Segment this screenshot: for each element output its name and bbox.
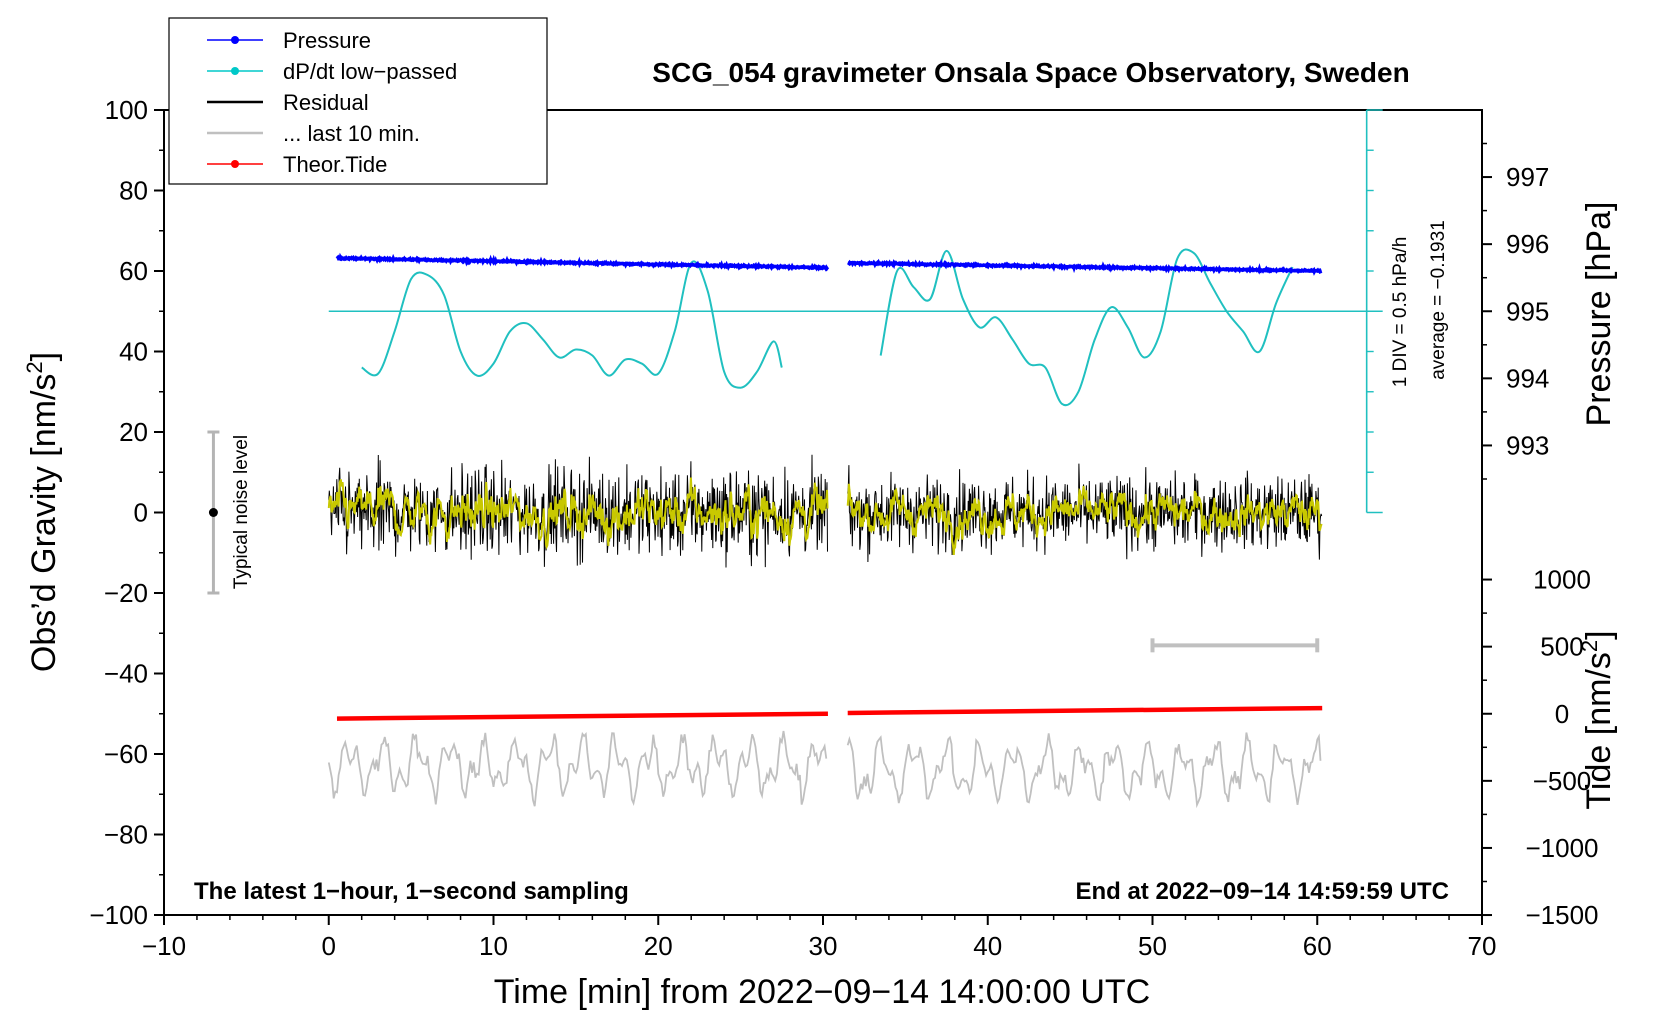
bottom-left-note: The latest 1−hour, 1−second sampling: [194, 878, 629, 905]
y-tick-label: −20: [104, 578, 148, 608]
noise-bar-center-dot: [208, 508, 218, 517]
pressure-tick-label: 993: [1506, 430, 1549, 460]
y-tick-label: 80: [119, 176, 148, 206]
x-axis-title: Time [min] from 2022−09−14 14:00:00 UTC: [494, 973, 1150, 1011]
y-tick-label: 100: [105, 95, 148, 125]
y-axis-title-left: Obs’d Gravity [nm/s2]: [22, 352, 63, 672]
y-tick-label: −100: [89, 900, 148, 930]
x-tick-label: −10: [142, 931, 186, 961]
legend-label: ... last 10 min.: [283, 121, 420, 146]
pressure-tick-label: 997: [1506, 162, 1549, 192]
y-tick-label: 60: [119, 256, 148, 286]
dpdt-series-line: [879, 248, 1294, 407]
x-tick-label: 30: [809, 931, 838, 961]
legend-label: Residual: [283, 90, 369, 115]
legend: Pressure dP/dt low−passed Residual ... last…: [168, 17, 548, 185]
y-axis-title-tide: Tide [nm/s2]: [1577, 630, 1618, 809]
tide-series-line: [847, 705, 1323, 716]
legend-marker: [231, 67, 239, 75]
bottom-right-note: End at 2022−09−14 14:59:59 UTC: [1075, 878, 1449, 905]
tide-tick-label: −1000: [1525, 833, 1598, 863]
y-tick-label: 20: [119, 417, 148, 447]
legend-label: Theor.Tide: [283, 152, 387, 177]
residual-series-line: [847, 463, 1323, 563]
y-axis-title-pressure: Pressure [hPa]: [1580, 202, 1618, 427]
tide-tick-label: −1500: [1525, 900, 1598, 930]
noise-level-label: Typical noise level: [231, 435, 252, 589]
y-tick-label: 0: [134, 498, 148, 528]
dpdt-series-line: [361, 260, 783, 389]
tide-series-line: [336, 711, 828, 721]
chart-title: SCG_054 gravimeter Onsala Space Observat…: [652, 57, 1409, 88]
y-axis-title-left-close: ]: [25, 352, 63, 361]
tide-tick-label: 0: [1555, 699, 1569, 729]
y-axis-title-left-main: Obs’d Gravity [nm/s: [25, 374, 63, 673]
pressure-tick-label: 994: [1506, 363, 1549, 393]
y-tick-label: −80: [104, 820, 148, 850]
y-tick-label: −60: [104, 739, 148, 769]
y-axis-title-tide-close: ]: [1580, 630, 1618, 639]
pressure-series-line: [847, 258, 1323, 276]
pressure-tick-label: 996: [1506, 229, 1549, 259]
annotation-layer: [207, 109, 1383, 653]
tide-tick-label: −500: [1533, 766, 1592, 796]
y-tick-label: −40: [104, 659, 148, 689]
residual-smoothed-line: [327, 477, 829, 550]
tide-tick-label: 1000: [1533, 565, 1591, 595]
legend-marker: [231, 36, 239, 44]
x-tick-label: 10: [479, 931, 508, 961]
x-tick-label: 20: [644, 931, 673, 961]
axes-layer: −10 0 10 20 30 40 50 60 70−100−80−60−40−20020406…: [89, 95, 1598, 961]
y-axis-title-left-sup: 2: [22, 361, 47, 373]
average-label: average = −0.1931: [1428, 220, 1449, 380]
legend-marker: [231, 160, 239, 168]
last10-series-line: [327, 730, 828, 807]
x-tick-label: 40: [973, 931, 1002, 961]
y-axis-title-tide-main: Tide [nm/s: [1580, 652, 1618, 809]
div-scale-label: 1 DIV = 0.5 hPa/h: [1390, 237, 1411, 388]
x-tick-label: 0: [322, 931, 336, 961]
legend-items: Pressure dP/dt low−passed Residual ... last…: [207, 28, 457, 177]
y-tick-label: 40: [119, 337, 148, 367]
x-tick-label: 70: [1468, 931, 1497, 961]
legend-label: dP/dt low−passed: [283, 59, 457, 84]
tide-tick-label: 500: [1540, 632, 1583, 662]
legend-label: Pressure: [283, 28, 371, 53]
x-tick-label: 60: [1303, 931, 1332, 961]
x-tick-label: 50: [1138, 931, 1167, 961]
last10-series-line: [846, 732, 1322, 809]
series-layer: [327, 248, 1323, 809]
pressure-series-line: [335, 252, 830, 272]
pressure-tick-label: 995: [1506, 296, 1549, 326]
residual-smoothed-line: [846, 483, 1323, 555]
y-axis-title-tide-sup: 2: [1577, 640, 1602, 652]
